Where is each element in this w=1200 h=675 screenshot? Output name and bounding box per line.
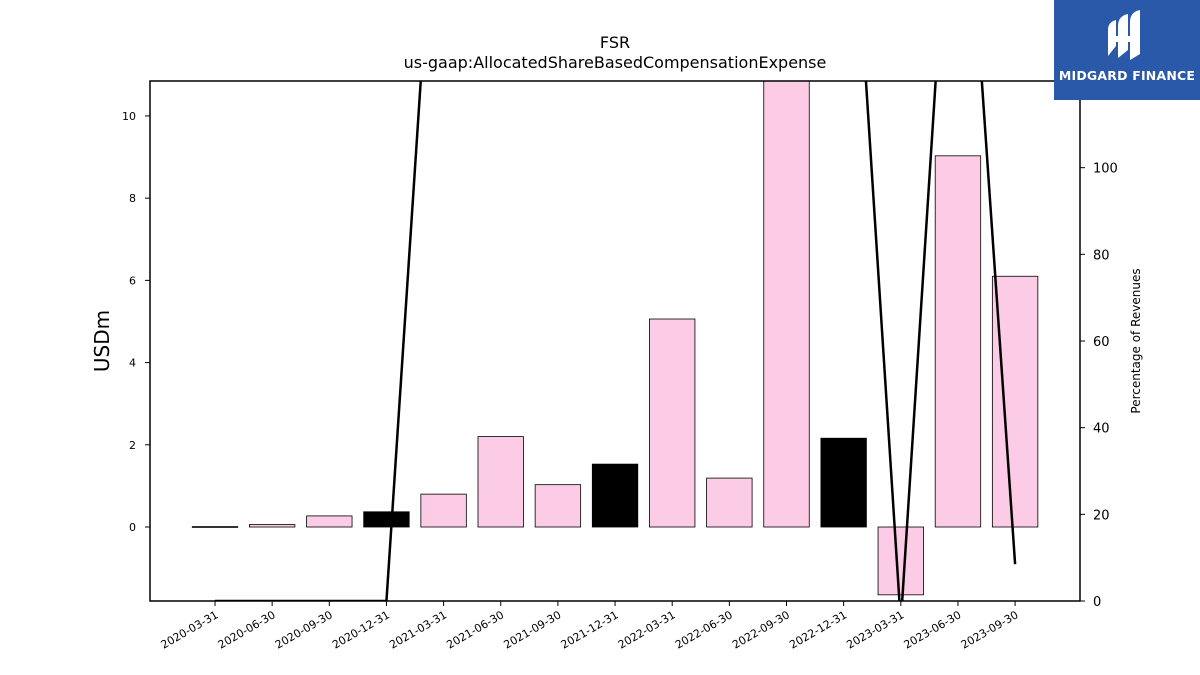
bar <box>534 484 582 528</box>
x-tick-label: 2020-06-30 <box>216 608 278 651</box>
y2-tick-label: 20 <box>1093 508 1110 523</box>
logo-mark-icon <box>1108 10 1140 60</box>
y-axis-label: USDm <box>90 310 114 372</box>
y2-tick-label: 60 <box>1093 335 1110 350</box>
x-tick-label: 2022-06-30 <box>673 608 735 651</box>
x-tick-label: 2022-03-31 <box>616 608 678 651</box>
y-tick-label: 0 <box>129 521 136 534</box>
bar <box>763 81 810 528</box>
bar <box>991 275 1039 528</box>
y-axis-right: 0 20 40 60 80 100 <box>1080 162 1118 610</box>
bar <box>820 437 867 528</box>
x-axis: 2020-03-312020-06-302020-09-302020-12-31… <box>159 601 1021 652</box>
y-tick-label: 2 <box>129 439 136 452</box>
bar <box>363 511 410 528</box>
y2-tick-label: 100 <box>1093 162 1118 177</box>
y2-axis-label: Percentage of Revenues <box>1129 268 1143 413</box>
bar <box>706 477 753 528</box>
line-layer <box>215 81 1017 601</box>
chart-subtitle: us-gaap:AllocatedShareBasedCompensationE… <box>404 53 827 72</box>
x-tick-label: 2021-09-30 <box>502 608 564 651</box>
bar <box>420 493 467 528</box>
x-tick-label: 2020-03-31 <box>159 608 221 651</box>
bar <box>306 515 353 528</box>
x-tick-label: 2021-06-30 <box>444 608 506 651</box>
y2-tick-label: 0 <box>1093 595 1101 610</box>
y-tick-label: 8 <box>129 192 136 205</box>
x-tick-label: 2020-12-31 <box>330 608 392 651</box>
brand-logo: MIDGARD FINANCE <box>1054 0 1200 100</box>
x-tick-label: 2022-12-31 <box>787 608 849 651</box>
y2-tick-label: 80 <box>1093 248 1110 263</box>
bar <box>877 526 924 596</box>
percentage-line <box>215 81 422 601</box>
x-tick-label: 2023-06-30 <box>902 608 964 651</box>
y-tick-label: 6 <box>129 274 136 287</box>
chart-title: FSR <box>600 33 630 52</box>
x-tick-label: 2020-09-30 <box>273 608 335 651</box>
bars <box>191 81 1039 596</box>
x-tick-label: 2022-09-30 <box>730 608 792 651</box>
y2-tick-label: 40 <box>1093 422 1110 437</box>
bar <box>191 526 239 528</box>
logo-text: MIDGARD FINANCE <box>1058 68 1196 83</box>
bar <box>477 436 524 528</box>
y-tick-label: 4 <box>129 357 136 370</box>
bar <box>591 463 639 528</box>
bar <box>934 155 982 528</box>
x-tick-label: 2023-03-31 <box>844 608 906 651</box>
bar <box>649 318 696 528</box>
x-tick-label: 2023-09-30 <box>959 608 1021 651</box>
y-axis-left: 0 2 4 6 8 10 <box>122 110 150 534</box>
x-tick-label: 2021-12-31 <box>559 608 621 651</box>
x-tick-label: 2021-03-31 <box>387 608 449 651</box>
bar <box>248 524 296 528</box>
y-tick-label: 10 <box>122 110 136 123</box>
percentage-line <box>864 81 1017 601</box>
